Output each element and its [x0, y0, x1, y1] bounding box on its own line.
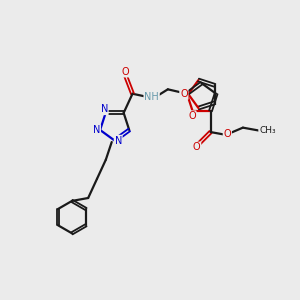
Text: N: N	[93, 125, 100, 135]
Text: O: O	[224, 128, 231, 139]
Text: CH₃: CH₃	[259, 126, 276, 135]
Text: O: O	[180, 89, 188, 99]
Text: O: O	[121, 67, 129, 77]
Text: N: N	[100, 104, 108, 114]
Text: NH: NH	[144, 92, 159, 102]
Text: N: N	[115, 136, 122, 146]
Text: O: O	[193, 142, 200, 152]
Text: O: O	[188, 111, 196, 121]
